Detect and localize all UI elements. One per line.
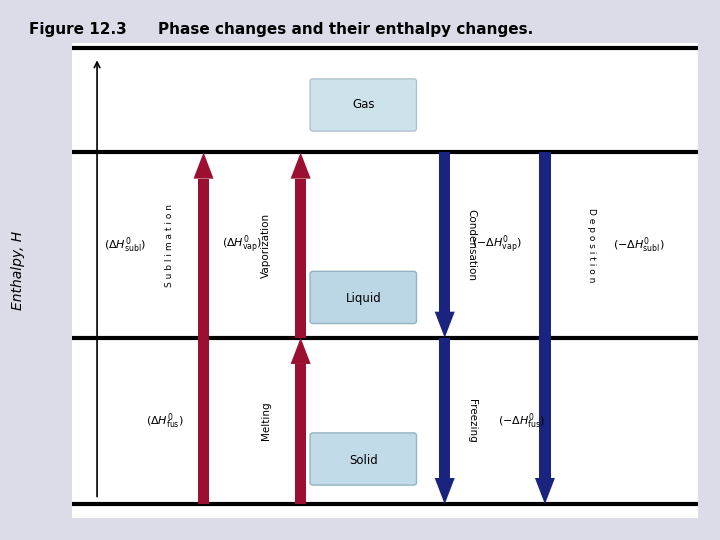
Polygon shape	[291, 338, 310, 364]
Text: D e p o s i t i o n: D e p o s i t i o n	[588, 208, 596, 282]
Text: $(-\Delta H^0_{\rm vap})$: $(-\Delta H^0_{\rm vap})$	[472, 234, 521, 256]
Polygon shape	[194, 152, 214, 179]
FancyBboxPatch shape	[310, 79, 417, 131]
Polygon shape	[198, 179, 210, 504]
Polygon shape	[439, 152, 450, 312]
Text: Enthalpy, H: Enthalpy, H	[11, 231, 25, 309]
Polygon shape	[435, 312, 455, 338]
Text: Melting: Melting	[261, 402, 271, 440]
FancyBboxPatch shape	[310, 271, 417, 323]
Text: $(\Delta H^0_{\rm subl})$: $(\Delta H^0_{\rm subl})$	[104, 235, 146, 255]
Text: S u b l i m a t i o n: S u b l i m a t i o n	[165, 204, 174, 287]
Polygon shape	[295, 364, 306, 504]
Text: Vaporization: Vaporization	[261, 213, 271, 278]
Polygon shape	[291, 152, 310, 179]
FancyBboxPatch shape	[310, 433, 417, 485]
Text: Solid: Solid	[349, 454, 378, 467]
Text: Freezing: Freezing	[467, 399, 477, 443]
Text: $(-\Delta H^0_{\rm subl})$: $(-\Delta H^0_{\rm subl})$	[613, 235, 665, 255]
Text: Phase changes and their enthalpy changes.: Phase changes and their enthalpy changes…	[158, 22, 534, 37]
Polygon shape	[295, 179, 306, 338]
Text: $(\Delta H^0_{\rm vap})$: $(\Delta H^0_{\rm vap})$	[222, 234, 263, 256]
Polygon shape	[439, 338, 450, 478]
Polygon shape	[539, 152, 551, 478]
Text: Condensation: Condensation	[467, 209, 477, 281]
Polygon shape	[435, 478, 455, 504]
Text: Figure 12.3: Figure 12.3	[29, 22, 127, 37]
Text: $(-\Delta H^0_{\rm fus})$: $(-\Delta H^0_{\rm fus})$	[498, 411, 545, 431]
Text: Gas: Gas	[352, 98, 374, 111]
Polygon shape	[535, 478, 555, 504]
Text: Liquid: Liquid	[346, 292, 381, 305]
Text: $(\Delta H^0_{\rm fus})$: $(\Delta H^0_{\rm fus})$	[146, 411, 184, 431]
